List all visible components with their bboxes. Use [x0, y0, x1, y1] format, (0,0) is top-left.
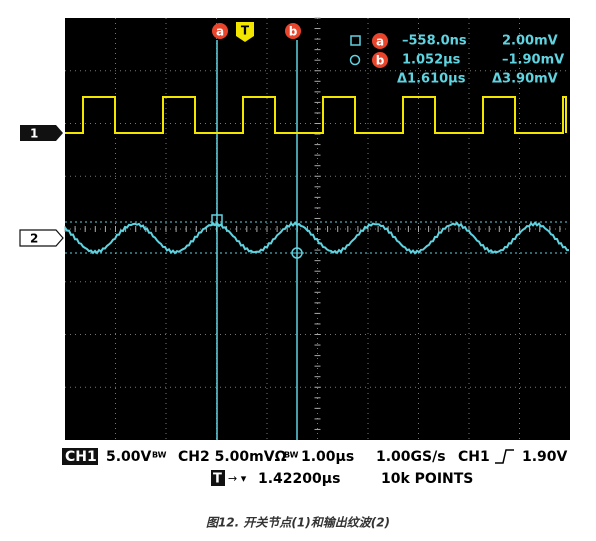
- status-ch2: CH2 5.00mVΩ: [178, 449, 287, 465]
- cursor-a-badge: [212, 23, 228, 39]
- trigger-icon-box: [211, 470, 225, 486]
- cursor-b-badge: [285, 23, 301, 39]
- status-ch1: CH1: [65, 449, 97, 465]
- cursor-b-label: b: [289, 25, 298, 39]
- readout-cursor: a: [376, 35, 384, 49]
- ch1-waveform: [65, 96, 567, 134]
- ch1-badge: [62, 448, 98, 465]
- trigger-arrows: → ▾: [228, 472, 247, 485]
- caption: 图12. 开关节点(1)和输出纹波(2): [206, 516, 390, 530]
- readout-square: [350, 35, 361, 46]
- readout-volt: 2.00mV: [502, 34, 558, 49]
- trigger-badge: [236, 22, 254, 42]
- readout-a-badge: [372, 33, 388, 49]
- cursor-a-marker: [211, 214, 223, 226]
- status-ch1-scale: 5.00V: [106, 449, 152, 465]
- readout-b-badge: [372, 52, 388, 68]
- status-ch1-bw: BW: [152, 451, 167, 460]
- ch2-waveform: [64, 221, 570, 255]
- trigger-icon: T: [213, 472, 222, 487]
- status-ch2-bw: BW: [284, 451, 299, 460]
- readout-volt: –1.90mV: [502, 53, 564, 68]
- trig-slope-icon: [495, 449, 514, 464]
- ch1-marker-label: 1: [30, 127, 38, 141]
- trigger-position: 1.42200µs: [258, 471, 340, 487]
- readout-time: –558.0ns: [402, 34, 467, 49]
- readout-cursor: b: [376, 54, 385, 68]
- readout-delta-volt: Δ3.90mV: [492, 72, 558, 87]
- ch2-marker-label: 2: [30, 232, 38, 246]
- readout-circle: [349, 54, 361, 66]
- status-timebase: 1.00µs: [301, 449, 354, 465]
- status-rate: 1.00GS/s: [376, 449, 446, 465]
- status-trig-level: 1.90V: [522, 449, 568, 465]
- ch2-marker: [19, 229, 64, 247]
- readout-delta-time: Δ1.610µs: [397, 72, 466, 87]
- readout-time: 1.052µs: [402, 53, 461, 68]
- ch1-marker: [20, 125, 63, 141]
- cursor-a-label: a: [216, 25, 224, 39]
- trigger-label: T: [241, 24, 250, 38]
- record-length: 10k POINTS: [381, 471, 473, 487]
- status-trig-source: CH1: [458, 449, 490, 465]
